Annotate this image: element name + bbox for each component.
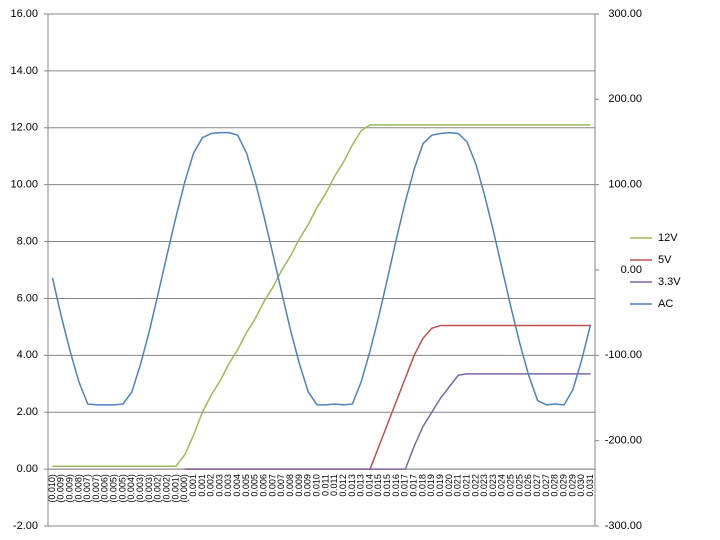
- x-tick-label: (0.005): [117, 474, 127, 503]
- x-tick-label: 0.012: [338, 474, 348, 497]
- y-tick-label: -2.00: [13, 520, 38, 532]
- x-tick-label: 0.019: [435, 474, 445, 497]
- x-tick-label: 0.015: [373, 474, 383, 497]
- x-tick-label: 0.019: [426, 474, 436, 497]
- y2-tick-label: -100.00: [605, 349, 642, 361]
- x-tick-label: 0.013: [356, 474, 366, 497]
- x-tick-label: 0.009: [303, 474, 313, 497]
- series-line: [184, 324, 591, 470]
- series-line: [184, 373, 591, 470]
- x-tick-label: 0.017: [400, 474, 410, 497]
- x-tick-label: 0.006: [259, 474, 269, 497]
- x-tick-label: 0.011: [329, 474, 339, 496]
- x-tick-label: (0.010): [47, 474, 57, 503]
- y-tick-label: 16.00: [10, 8, 38, 20]
- series-line: [52, 124, 591, 468]
- x-tick-label: 0.001: [188, 474, 198, 497]
- x-tick-label: 0.005: [250, 474, 260, 497]
- x-tick-label: (0.008): [73, 474, 83, 503]
- x-tick-label: 0.021: [461, 474, 471, 497]
- y-tick-label: 0.00: [17, 463, 38, 475]
- x-tick-label: 0.027: [541, 474, 551, 497]
- x-tick-label: 0.007: [276, 474, 286, 497]
- x-tick-label: 0.023: [488, 474, 498, 497]
- x-tick-label: 0.023: [479, 474, 489, 497]
- x-tick-label: 0.003: [214, 474, 224, 497]
- x-tick-label: (0.002): [153, 474, 163, 503]
- x-tick-label: 0.009: [294, 474, 304, 497]
- x-tick-label: (0.003): [144, 474, 154, 503]
- x-tick-label: 0.031: [585, 474, 595, 497]
- y-tick-label: 2.00: [17, 406, 38, 418]
- x-tick-label: 0.024: [497, 474, 507, 497]
- y-tick-label: 12.00: [10, 122, 38, 134]
- x-tick-label: 0.029: [567, 474, 577, 497]
- x-tick-label: 0.026: [523, 474, 533, 497]
- x-tick-label: 0.030: [576, 474, 586, 497]
- y2-tick-label: -300.00: [605, 520, 642, 532]
- legend-label: 12V: [658, 232, 678, 244]
- y2-tick-label: 0.00: [621, 264, 642, 276]
- x-tick-label: (0.005): [109, 474, 119, 503]
- x-tick-label: 0.020: [444, 474, 454, 497]
- x-tick-label: 0.016: [391, 474, 401, 497]
- x-tick-label: 0.008: [285, 474, 295, 497]
- x-tick-label: 0.018: [417, 474, 427, 497]
- x-tick-label: (0.003): [135, 474, 145, 503]
- x-tick-label: 0.010: [311, 474, 321, 497]
- y2-tick-label: 300.00: [608, 8, 642, 20]
- legend-label: 5V: [658, 254, 672, 266]
- x-tick-label: 0.028: [550, 474, 560, 497]
- x-tick-label: 0.004: [232, 474, 242, 497]
- x-tick-label: 0.025: [506, 474, 516, 497]
- y-tick-label: 14.00: [10, 65, 38, 77]
- x-tick-label: (0.002): [161, 474, 171, 503]
- legend-label: AC: [658, 298, 673, 310]
- series-line: [51, 131, 592, 406]
- x-tick-label: 0.027: [532, 474, 542, 497]
- x-tick-label: 0.002: [206, 474, 216, 497]
- x-tick-label: 0.022: [470, 474, 480, 497]
- x-tick-label: (0.001): [170, 474, 180, 503]
- x-tick-label: 0.007: [267, 474, 277, 497]
- y2-tick-label: -200.00: [605, 435, 642, 447]
- x-tick-label: 0.005: [241, 474, 251, 497]
- x-tick-label: 0.021: [453, 474, 463, 497]
- y-tick-label: 6.00: [17, 292, 38, 304]
- x-tick-label: 0.025: [514, 474, 524, 497]
- x-tick-label: 0.001: [197, 474, 207, 497]
- x-tick-label: 0.017: [409, 474, 419, 497]
- y-tick-label: 10.00: [10, 179, 38, 191]
- x-tick-label: 0.003: [223, 474, 233, 497]
- x-tick-label: (0.004): [126, 474, 136, 503]
- y2-tick-label: 100.00: [608, 179, 642, 191]
- x-tick-label: 0.029: [558, 474, 568, 497]
- x-tick-label: 0.013: [347, 474, 357, 497]
- y-tick-label: 4.00: [17, 349, 38, 361]
- y-tick-label: 8.00: [17, 235, 38, 247]
- x-tick-label: (0.000): [179, 474, 189, 503]
- x-tick-label: (0.007): [91, 474, 101, 503]
- x-tick-label: 0.011: [320, 474, 330, 496]
- legend-label: 3.3V: [658, 276, 681, 288]
- x-tick-label: (0.007): [82, 474, 92, 503]
- x-tick-label: 0.015: [382, 474, 392, 497]
- x-tick-label: (0.009): [56, 474, 66, 503]
- x-tick-label: (0.009): [64, 474, 74, 503]
- x-tick-label: (0.006): [100, 474, 110, 503]
- y2-tick-label: 200.00: [608, 93, 642, 105]
- x-tick-label: 0.014: [364, 474, 374, 497]
